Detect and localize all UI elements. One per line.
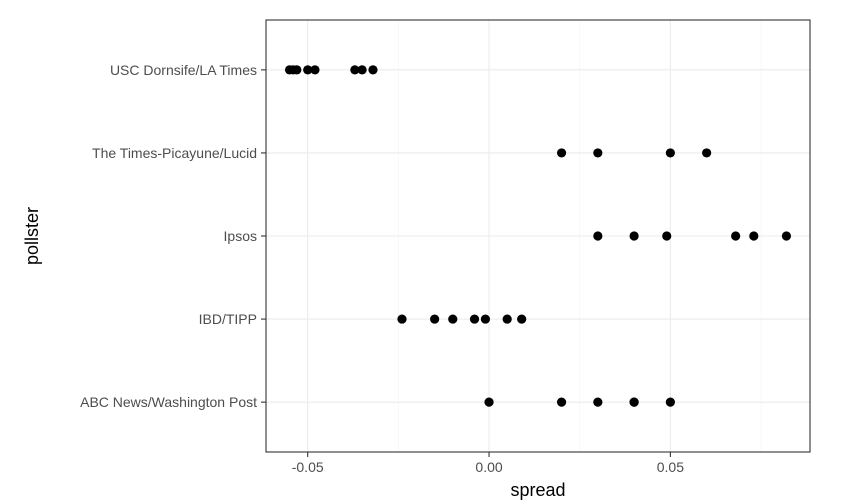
data-point	[480, 314, 491, 324]
data-point	[731, 231, 741, 241]
y-axis: ABC News/Washington Post IBD/TIPP Ipsos The…	[80, 62, 266, 410]
data-point	[484, 397, 494, 407]
x-axis-title: spread	[510, 480, 565, 500]
data-point	[556, 148, 567, 158]
data-point	[397, 314, 407, 324]
data-point	[368, 65, 378, 75]
data-point	[781, 231, 792, 241]
data-point	[593, 397, 603, 407]
data-point	[665, 148, 675, 158]
data-point	[662, 231, 672, 241]
data-point	[303, 65, 313, 75]
y-axis-title: pollster	[22, 207, 42, 265]
data-point	[350, 65, 360, 75]
data-point	[629, 397, 639, 407]
y-tick-label: IBD/TIPP	[199, 311, 257, 327]
data-point	[448, 314, 458, 324]
data-point	[629, 231, 639, 241]
data-point	[665, 397, 675, 407]
x-tick-label: 0.00	[475, 459, 502, 475]
y-tick-label: Ipsos	[224, 228, 257, 244]
x-axis: -0.05 0.00 0.05	[292, 452, 684, 475]
data-point	[556, 397, 567, 407]
data-point	[502, 314, 512, 324]
data-point	[593, 148, 603, 158]
data-point	[357, 65, 367, 75]
data-point	[310, 65, 320, 75]
y-tick-label: USC Dornsife/LA Times	[110, 62, 257, 78]
x-tick-label: -0.05	[292, 459, 324, 475]
data-point	[430, 314, 440, 324]
data-point	[292, 65, 302, 75]
y-tick-label: ABC News/Washington Post	[80, 394, 257, 410]
points-layer	[284, 65, 792, 407]
y-tick-label: The Times-Picayune/Lucid	[92, 145, 257, 161]
data-point	[517, 314, 527, 324]
data-point	[749, 231, 759, 241]
data-point	[593, 231, 603, 241]
data-point	[702, 148, 712, 158]
data-point	[469, 314, 480, 324]
x-tick-label: 0.05	[657, 459, 684, 475]
